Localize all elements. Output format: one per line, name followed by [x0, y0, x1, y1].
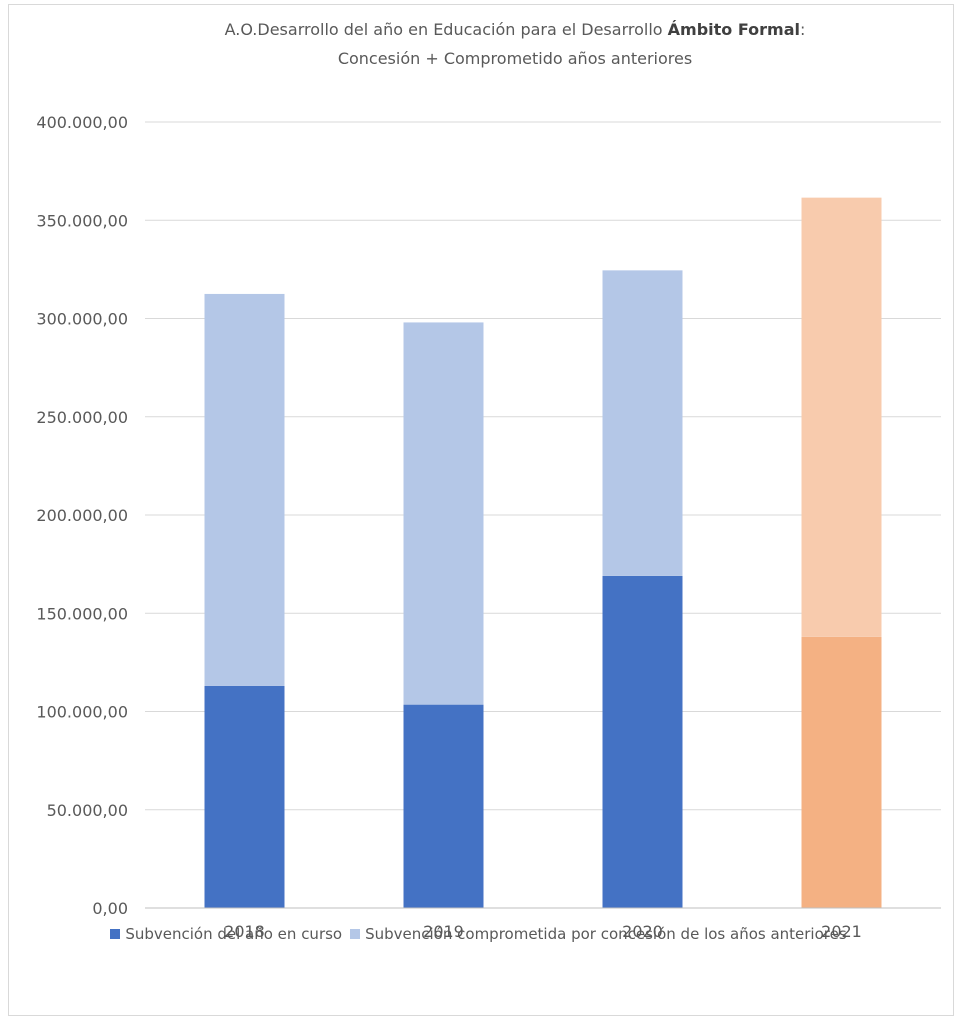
chart-title-line-2: Concesión + Comprometido años anteriores	[337, 49, 693, 68]
x-tick-label: 2021	[821, 922, 862, 941]
chart-title-line-1: A.O.Desarrollo del año en Educación para…	[120, 18, 910, 42]
bar-segment-previous-years	[602, 270, 683, 576]
bar-segment-current-year	[204, 685, 285, 908]
legend-item-current-year: Subvención del año en curso	[110, 925, 342, 943]
chart-title-bold: Ámbito Formal	[667, 20, 800, 39]
chart-legend: Subvención del año en curso Subvención c…	[0, 925, 957, 943]
legend-label-current-year: Subvención del año en curso	[125, 925, 343, 943]
x-tick-label: 2019	[423, 922, 464, 941]
legend-label-previous-years: Subvención comprometida por concesión de…	[365, 925, 847, 943]
y-tick-label: 100.000,00	[36, 703, 128, 722]
bar-segment-previous-years	[204, 293, 285, 686]
bar-segment-previous-years	[801, 197, 882, 637]
bar-segment-current-year	[801, 636, 882, 908]
bar-segment-current-year	[602, 575, 683, 908]
x-tick-label: 2020	[622, 922, 663, 941]
legend-item-previous-years: Subvención comprometida por concesión de…	[350, 925, 847, 943]
y-tick-label: 350.000,00	[36, 211, 128, 230]
y-tick-label: 200.000,00	[36, 506, 128, 525]
legend-swatch-current-year	[110, 929, 121, 939]
y-tick-label: 150.000,00	[36, 604, 128, 623]
legend-swatch-previous-years	[350, 929, 361, 939]
x-tick-label: 2018	[224, 922, 265, 941]
bar-segment-previous-years	[403, 322, 484, 705]
y-tick-label: 300.000,00	[36, 310, 128, 329]
chart-title-suffix: :	[799, 20, 806, 39]
y-tick-label: 0,00	[92, 899, 128, 918]
y-tick-label: 50.000,00	[47, 801, 128, 820]
y-tick-label: 250.000,00	[36, 408, 128, 427]
y-tick-label: 400.000,00	[36, 113, 128, 132]
chart-title-prefix: A.O.Desarrollo del año en Educación para…	[224, 20, 668, 39]
bar-segment-current-year	[403, 704, 484, 908]
